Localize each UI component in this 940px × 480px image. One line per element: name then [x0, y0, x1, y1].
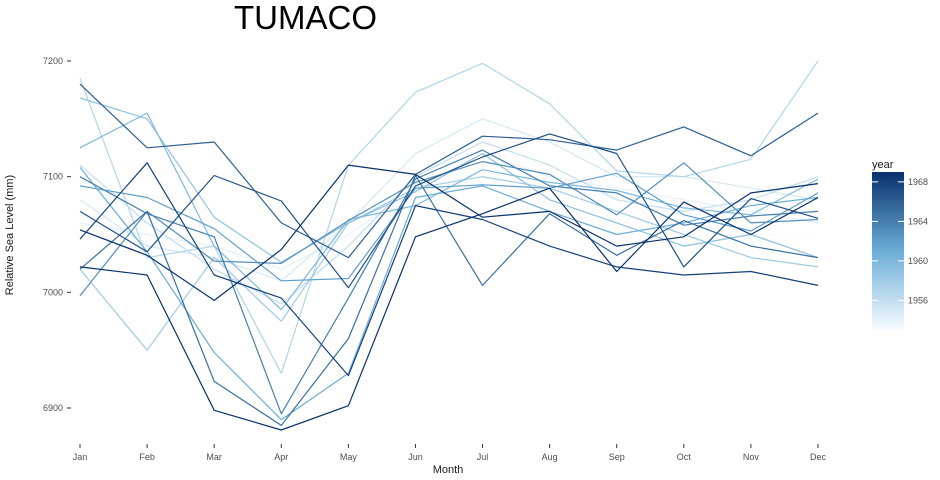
- y-axis-title: Relative Sea Level (mm): [4, 175, 16, 295]
- series-line-1965-12: [79, 174, 819, 426]
- y-axis: 6900 7000 7100 7200: [43, 56, 71, 413]
- y-tick-label: 7000: [43, 287, 63, 297]
- legend-tick-label: 1968: [908, 177, 928, 187]
- series-line-1964-11: [79, 149, 819, 415]
- x-axis: Jan Feb Mar Apr May Jun Jul Aug Sep Oct Nov Dec: [73, 444, 827, 462]
- legend: year 1956 1960 1964 1968: [872, 159, 928, 330]
- series-line-1966-13: [79, 83, 819, 259]
- series-line-1961-8: [79, 167, 819, 421]
- series-line-1958-5: [79, 176, 819, 351]
- chart-title: TUMACO: [234, 0, 377, 36]
- x-tick-label: Jan: [73, 452, 88, 462]
- x-tick-label: Dec: [810, 452, 827, 462]
- x-tick-label: Apr: [274, 452, 288, 462]
- series-line-1956-3: [79, 141, 819, 305]
- legend-colorbar: [872, 172, 904, 330]
- legend-title: year: [872, 159, 894, 171]
- y-tick-label: 7100: [43, 172, 63, 182]
- series-line-1957-4: [79, 60, 819, 374]
- x-tick-label: Jul: [477, 452, 489, 462]
- plot-area: [79, 60, 819, 431]
- legend-tick-label: 1956: [908, 295, 928, 305]
- legend-tick-label: 1960: [908, 256, 928, 266]
- series-line-1969-17: [79, 187, 819, 431]
- series-line-1960-7: [79, 112, 819, 311]
- x-tick-label: Oct: [677, 452, 692, 462]
- x-tick-label: Aug: [542, 452, 558, 462]
- x-tick-label: Nov: [743, 452, 760, 462]
- x-tick-label: May: [340, 452, 358, 462]
- series-line-1968-15: [79, 162, 819, 377]
- series-line-1969-16: [79, 164, 819, 301]
- series-line-1962-9: [79, 172, 819, 282]
- y-tick-label: 7200: [43, 56, 63, 66]
- x-axis-title: Month: [433, 464, 464, 476]
- legend-tick-label: 1964: [908, 216, 928, 226]
- legend-ticks: 1956 1960 1964 1968: [872, 177, 928, 305]
- x-tick-label: Sep: [609, 452, 625, 462]
- x-tick-label: Mar: [206, 452, 222, 462]
- y-tick-label: 6900: [43, 403, 63, 413]
- x-tick-label: Jun: [408, 452, 423, 462]
- series-line-1967-14: [79, 133, 819, 289]
- x-tick-label: Feb: [139, 452, 155, 462]
